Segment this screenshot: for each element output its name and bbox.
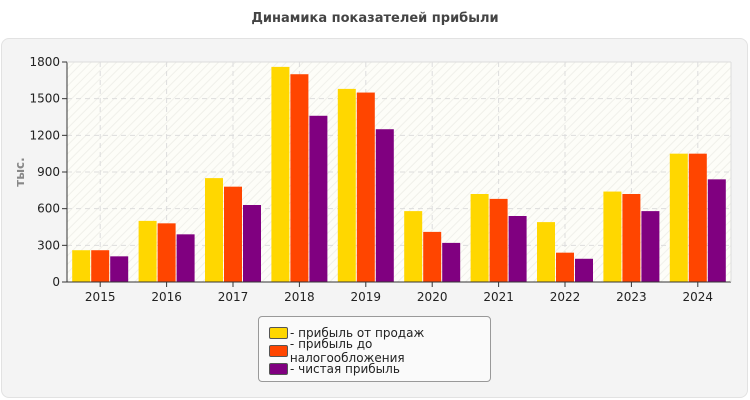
legend-item: - чистая прибыль (269, 360, 490, 378)
legend-label: - чистая прибыль (290, 362, 400, 376)
bar-2018-3 (309, 115, 328, 283)
x-tick-label: 2018 (284, 290, 315, 304)
y-tick-label: 300 (37, 238, 60, 252)
x-tick-label: 2019 (351, 290, 382, 304)
bar-2020-1 (404, 211, 423, 282)
bar-2016-1 (138, 220, 157, 282)
bar-2016-3 (176, 234, 195, 282)
bar-2021-2 (489, 198, 508, 282)
bar-2015-2 (91, 250, 110, 282)
x-tick-label: 2017 (218, 290, 249, 304)
bar-2023-1 (603, 191, 622, 282)
legend-swatch (269, 345, 288, 357)
bar-2016-2 (157, 223, 176, 282)
y-tick-label: 1200 (29, 128, 60, 142)
bar-2019-3 (375, 129, 394, 282)
bar-2017-1 (205, 178, 223, 282)
x-tick-label: 2022 (550, 290, 581, 304)
legend-item: - прибыль от продаж (269, 324, 490, 342)
bar-2024-2 (688, 153, 707, 282)
x-tick-label: 2016 (151, 290, 182, 304)
bar-2018-2 (290, 74, 309, 282)
legend-label: - прибыль до налогообложения (289, 337, 405, 365)
y-tick-label: 1800 (29, 55, 60, 69)
bar-2023-2 (622, 194, 641, 282)
bar-2022-3 (575, 258, 593, 282)
legend-swatch (269, 363, 288, 375)
legend-label: - прибыль от продаж (290, 326, 425, 340)
bar-2020-2 (423, 231, 442, 282)
x-tick-label: 2015 (85, 290, 116, 304)
bar-2021-1 (470, 194, 489, 282)
y-tick-label: 0 (52, 275, 60, 289)
legend-item: - прибыль до налогообложения (269, 337, 490, 365)
bar-2021-3 (508, 216, 527, 282)
x-tick-label: 2021 (483, 290, 514, 304)
bar-2022-1 (537, 222, 555, 282)
bar-2017-3 (243, 205, 261, 282)
bar-2015-1 (72, 250, 91, 282)
x-tick-label: 2023 (616, 290, 647, 304)
bar-2022-2 (556, 252, 574, 282)
legend-swatch (269, 327, 288, 339)
bar-2019-1 (337, 88, 356, 282)
x-tick-label: 2020 (417, 290, 448, 304)
bar-2023-3 (641, 211, 660, 282)
bar-2019-2 (356, 92, 375, 282)
bar-2017-2 (224, 186, 242, 282)
legend: - прибыль от продаж - прибыль до налогооб… (258, 316, 491, 382)
y-tick-label: 1500 (29, 92, 60, 106)
chart-title: Динамика показателей прибыли (251, 11, 499, 26)
bar-2015-3 (110, 256, 129, 282)
bar-2018-1 (271, 66, 290, 282)
bar-2024-3 (707, 179, 726, 282)
y-axis-label: тыс. (13, 157, 27, 186)
y-tick-label: 900 (37, 165, 60, 179)
y-tick-label: 600 (37, 202, 60, 216)
bar-2024-1 (669, 153, 688, 282)
bar-2020-3 (442, 242, 461, 282)
x-tick-label: 2024 (683, 290, 714, 304)
